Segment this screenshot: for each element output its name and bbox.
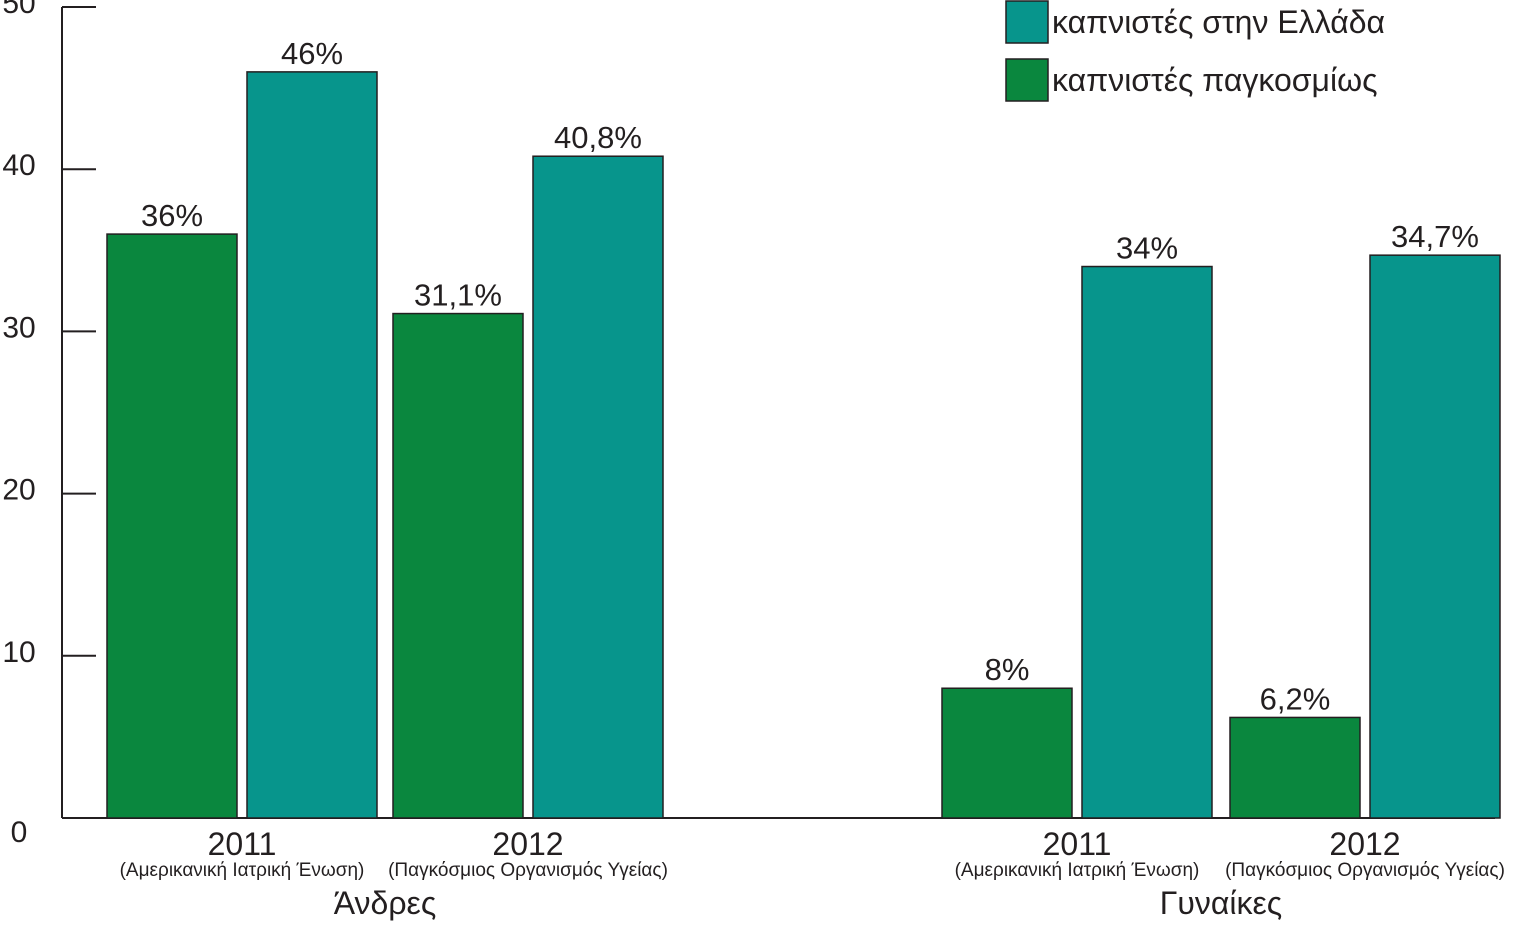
y-tick-label: 30 <box>2 311 35 344</box>
y-tick-label: 20 <box>2 474 35 507</box>
group-label: Γυναίκες <box>1160 885 1282 921</box>
data-label-world: 6,2% <box>1260 681 1331 716</box>
y-tick-label: 10 <box>2 636 35 669</box>
x-tick-label-year: 2012 <box>1329 826 1400 862</box>
data-label-greece: 34,7% <box>1391 219 1479 254</box>
bar-greece <box>246 71 378 819</box>
y-tick-label: 40 <box>2 149 35 182</box>
labels: 36%46%2011(Αμερικανική Ιατρική Ένωση)31,… <box>120 36 1505 921</box>
data-label-world: 31,1% <box>414 278 502 313</box>
legend: καπνιστές στην Ελλάδα καπνιστές παγκοσμίω… <box>1005 0 1385 102</box>
x-tick-label-year: 2011 <box>208 826 277 862</box>
x-tick-label-year: 2012 <box>492 826 563 862</box>
y-tick-label: 0 <box>11 816 28 849</box>
bar-world <box>106 233 238 819</box>
bar-greece <box>1369 254 1501 819</box>
bars <box>106 71 1501 819</box>
x-tick-label-source: (Αμερικανική Ιατρική Ένωση) <box>120 860 365 881</box>
bar-greece <box>1081 265 1213 819</box>
bar-world <box>392 312 524 819</box>
bar-world <box>1229 716 1361 819</box>
group-label: Άνδρες <box>334 885 436 921</box>
legend-swatch-world <box>1005 58 1049 102</box>
bar-world <box>941 687 1073 819</box>
data-label-world: 36% <box>141 198 203 233</box>
y-tick-label: 50 <box>2 0 35 20</box>
legend-swatch-greece <box>1005 0 1049 44</box>
x-tick-label-source: (Παγκόσμιος Οργανισμός Υγείας) <box>1225 860 1505 881</box>
legend-label-world: καπνιστές παγκοσμίως <box>1052 62 1378 98</box>
data-label-world: 8% <box>985 652 1030 687</box>
legend-label-greece: καπνιστές στην Ελλάδα <box>1052 4 1385 40</box>
data-label-greece: 46% <box>281 36 343 71</box>
data-label-greece: 40,8% <box>554 120 642 155</box>
data-label-greece: 34% <box>1116 231 1178 266</box>
bar-greece <box>532 155 664 819</box>
x-tick-label-source: (Αμερικανική Ιατρική Ένωση) <box>955 860 1200 881</box>
x-tick-label-year: 2011 <box>1043 826 1112 862</box>
x-tick-label-source: (Παγκόσμιος Οργανισμός Υγείας) <box>388 860 668 881</box>
